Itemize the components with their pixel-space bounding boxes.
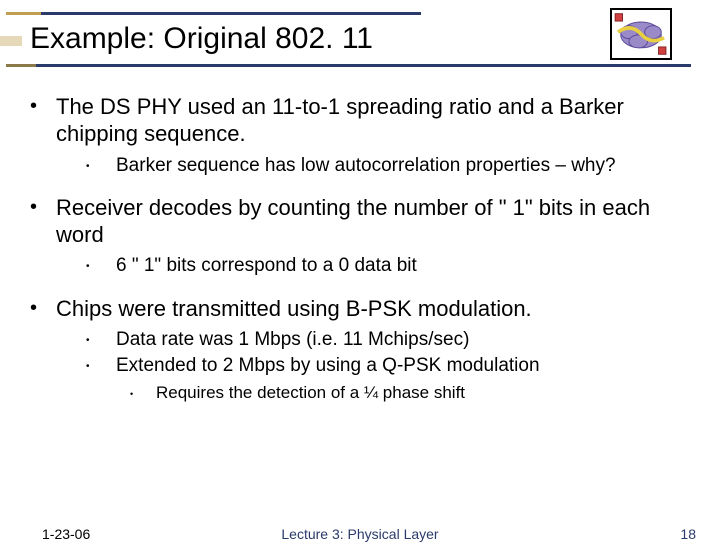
accent-line — [41, 12, 421, 15]
bullet-text: The DS PHY used an 11-to-1 spreading rat… — [56, 94, 700, 148]
bullet-level-2: • Extended to 2 Mbps by using a Q-PSK mo… — [86, 354, 700, 377]
bullet-text: Extended to 2 Mbps by using a Q-PSK modu… — [116, 354, 700, 377]
bullet-marker: • — [86, 154, 116, 177]
bullet-text: 6 " 1" bits correspond to a 0 data bit — [116, 254, 700, 277]
bullet-marker: • — [130, 383, 156, 404]
bullet-text: Barker sequence has low autocorrelation … — [116, 154, 700, 177]
network-cloud-icon — [610, 8, 672, 60]
bullet-marker: • — [30, 94, 56, 148]
bullet-level-3: • Requires the detection of a ¼ phase sh… — [130, 383, 700, 404]
accent-line — [0, 36, 22, 46]
bullet-marker: • — [30, 296, 56, 323]
bullet-text: Chips were transmitted using B-PSK modul… — [56, 296, 700, 323]
bullet-level-2: • 6 " 1" bits correspond to a 0 data bit — [86, 254, 700, 277]
accent-line — [6, 12, 41, 15]
bullet-marker: • — [86, 254, 116, 277]
bullet-text: Receiver decodes by counting the number … — [56, 195, 700, 249]
bullet-marker: • — [86, 354, 116, 377]
bullet-level-1: • The DS PHY used an 11-to-1 spreading r… — [30, 94, 700, 148]
bullet-level-1: • Chips were transmitted using B-PSK mod… — [30, 296, 700, 323]
accent-line — [36, 64, 691, 67]
bullet-text: Requires the detection of a ¼ phase shif… — [156, 383, 700, 404]
bullet-level-2: • Barker sequence has low autocorrelatio… — [86, 154, 700, 177]
bullet-text: Data rate was 1 Mbps (i.e. 11 Mchips/sec… — [116, 328, 700, 351]
bullet-marker: • — [30, 195, 56, 249]
slide-content: • The DS PHY used an 11-to-1 spreading r… — [30, 94, 700, 422]
bullet-level-2: • Data rate was 1 Mbps (i.e. 11 Mchips/s… — [86, 328, 700, 351]
accent-line — [6, 64, 36, 67]
bullet-level-1: • Receiver decodes by counting the numbe… — [30, 195, 700, 249]
bullet-marker: • — [86, 328, 116, 351]
